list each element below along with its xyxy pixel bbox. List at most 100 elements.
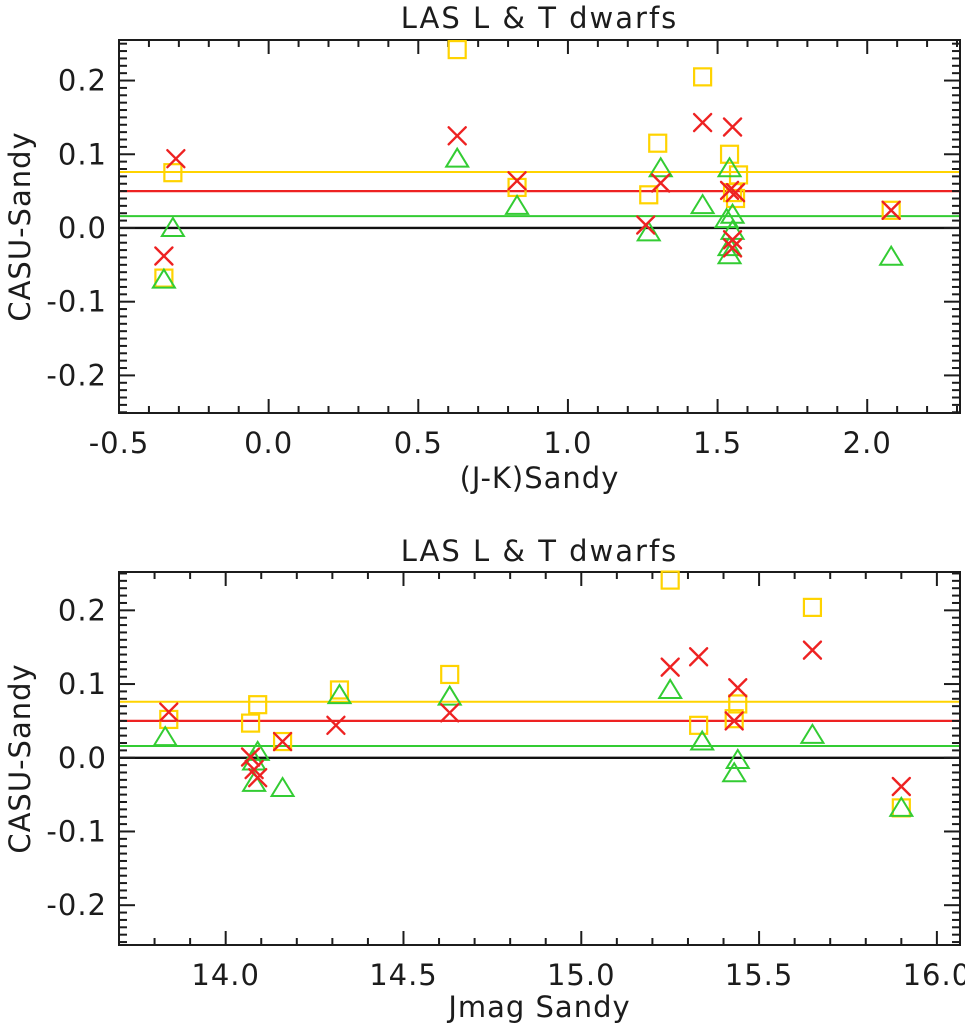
x-tick-label: 15.0 bbox=[547, 958, 616, 992]
cross-marker bbox=[724, 711, 744, 731]
series-crosses bbox=[159, 640, 912, 797]
series-triangles bbox=[152, 678, 915, 817]
plot-title: LAS L & T dwarfs bbox=[401, 534, 679, 568]
triangle-marker bbox=[436, 684, 463, 706]
triangle-marker bbox=[244, 739, 271, 761]
y-tick-label: -0.2 bbox=[46, 358, 107, 392]
square-marker bbox=[722, 182, 743, 203]
square-marker bbox=[802, 597, 823, 617]
plot-bottom: 14.0 14.5 15.0 15.5 16.0 -0.2 -0.1 0.0 0.1 0.2 LAS… bbox=[3, 534, 965, 1024]
square-marker bbox=[447, 39, 467, 60]
cross-marker bbox=[719, 180, 740, 201]
series-squares bbox=[159, 570, 911, 818]
x-tick-label: 2.0 bbox=[843, 426, 892, 460]
square-marker bbox=[728, 694, 748, 714]
y-tick-label: 0.0 bbox=[58, 741, 107, 775]
square-marker bbox=[881, 200, 901, 220]
triangle-marker bbox=[269, 776, 296, 797]
square-marker bbox=[240, 713, 261, 733]
square-marker bbox=[719, 144, 740, 164]
triangle-marker bbox=[878, 244, 904, 266]
square-marker bbox=[639, 185, 659, 205]
mean-lines bbox=[119, 170, 960, 230]
mean-lines bbox=[119, 700, 960, 759]
cross-marker bbox=[247, 767, 268, 788]
plot-title: LAS L & T dwarfs bbox=[401, 1, 679, 35]
cross-marker bbox=[440, 703, 460, 723]
cross-marker bbox=[240, 747, 261, 767]
square-marker bbox=[693, 67, 713, 87]
square-marker bbox=[724, 709, 744, 729]
cross-marker bbox=[651, 173, 671, 193]
y-axis-title: CASU-Sandy bbox=[3, 663, 37, 853]
plot-frame bbox=[118, 39, 961, 414]
x-tick-label: -0.5 bbox=[89, 426, 150, 460]
triangle-marker bbox=[657, 678, 683, 699]
x-tick-label: 15.5 bbox=[725, 958, 794, 992]
x-tick-labels: -0.5 0.0 0.5 1.0 1.5 2.0 bbox=[89, 426, 892, 460]
cross-marker bbox=[447, 126, 467, 146]
cross-marker bbox=[507, 171, 527, 191]
y-tick-label: -0.2 bbox=[46, 888, 107, 922]
triangle-marker bbox=[689, 729, 715, 751]
triangle-marker bbox=[152, 725, 179, 747]
square-marker bbox=[163, 163, 183, 183]
x-tick-label: 0.5 bbox=[394, 426, 443, 460]
y-axis-title: CASU-Sandy bbox=[3, 131, 37, 321]
triangle-marker bbox=[716, 156, 743, 178]
triangle-marker bbox=[647, 156, 674, 178]
triangle-marker bbox=[888, 795, 915, 817]
y-tick-label: -0.1 bbox=[46, 285, 107, 319]
x-tick-label: 0.0 bbox=[244, 426, 293, 460]
cross-marker bbox=[166, 148, 186, 169]
cross-marker bbox=[722, 230, 743, 250]
cross-marker bbox=[660, 657, 680, 677]
x-tick-label: 16.0 bbox=[903, 958, 965, 992]
triangle-marker bbox=[151, 267, 177, 289]
square-marker bbox=[725, 188, 746, 209]
square-marker bbox=[248, 695, 268, 715]
x-tick-labels: 14.0 14.5 15.0 15.5 16.0 bbox=[191, 958, 965, 992]
y-tick-labels: -0.2 -0.1 0.0 0.1 0.2 bbox=[46, 64, 107, 393]
cross-marker bbox=[722, 117, 743, 137]
triangle-marker bbox=[160, 216, 186, 237]
y-tick-label: 0.1 bbox=[58, 667, 107, 701]
triangle-marker bbox=[444, 146, 470, 168]
square-marker bbox=[329, 680, 350, 700]
y-tick-label: 0.0 bbox=[58, 211, 107, 245]
cross-marker bbox=[159, 702, 179, 722]
y-tick-label: 0.2 bbox=[58, 64, 107, 98]
x-tick-label: 14.0 bbox=[191, 958, 260, 992]
y-tick-label: 0.2 bbox=[58, 593, 107, 627]
y-tick-labels: -0.2 -0.1 0.0 0.1 0.2 bbox=[46, 593, 107, 922]
square-marker bbox=[440, 664, 460, 685]
x-tick-label: 1.0 bbox=[543, 426, 592, 460]
square-marker bbox=[648, 133, 668, 153]
cross-marker bbox=[728, 678, 748, 698]
cross-marker bbox=[725, 182, 746, 203]
triangle-marker bbox=[713, 207, 740, 229]
cross-marker bbox=[722, 238, 743, 258]
triangle-marker bbox=[721, 761, 747, 783]
square-marker bbox=[660, 570, 680, 590]
series-triangles bbox=[151, 146, 904, 289]
triangle-marker bbox=[716, 243, 743, 265]
cross-marker bbox=[891, 776, 912, 797]
axis-ticks bbox=[118, 40, 960, 414]
triangle-marker bbox=[326, 683, 353, 705]
x-tick-label: 1.5 bbox=[693, 426, 742, 460]
x-tick-label: 14.5 bbox=[369, 958, 438, 992]
y-tick-label: -0.1 bbox=[46, 814, 107, 848]
cross-marker bbox=[326, 715, 346, 736]
cross-marker bbox=[692, 112, 713, 133]
cross-marker bbox=[688, 647, 709, 667]
triangle-marker bbox=[241, 770, 267, 792]
square-marker bbox=[272, 731, 293, 752]
triangle-marker bbox=[689, 193, 716, 215]
cross-marker bbox=[636, 215, 656, 235]
cross-marker bbox=[154, 246, 174, 266]
x-axis-title: Jmag Sandy bbox=[446, 990, 630, 1024]
cross-marker bbox=[272, 731, 293, 752]
